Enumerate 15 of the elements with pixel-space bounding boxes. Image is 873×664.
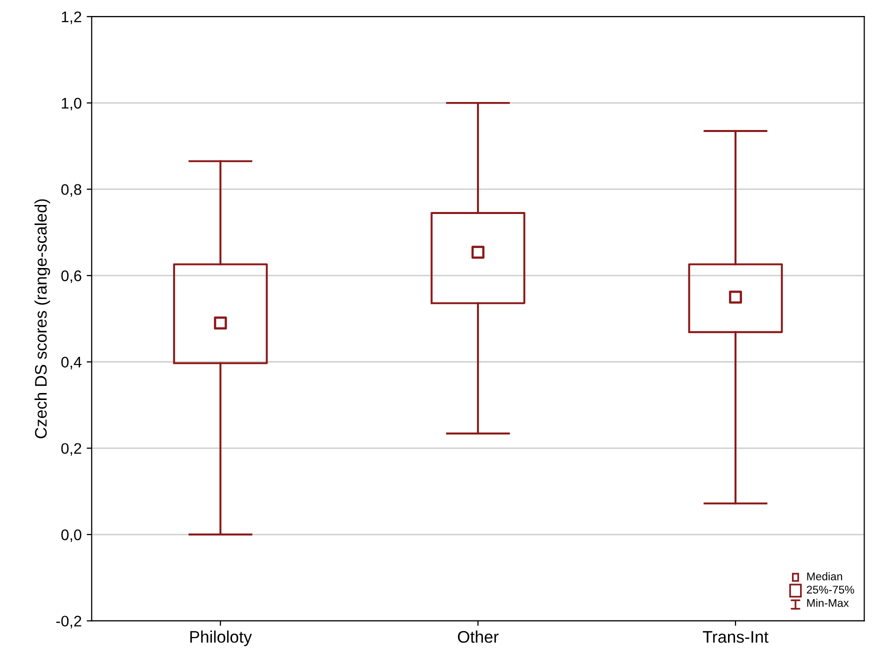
annotation: Median [807, 572, 842, 580]
y-tick-label: 0,0 [61, 529, 82, 542]
y-tick-label: 0,8 [61, 184, 82, 197]
y-tick-label: 1,0 [62, 98, 82, 110]
y-axis-title: Czech DS scores (range-scaled) [34, 199, 50, 438]
annotation: 25%-75% [806, 586, 854, 594]
y-tick-label: 0,6 [61, 270, 82, 284]
y-tick-label: 1,2 [62, 11, 82, 24]
y-tick-label: 0,4 [61, 356, 82, 370]
y-tick-label: -0,2 [56, 616, 82, 628]
y-tick-label: 0,2 [61, 443, 82, 456]
x-tick-label: Trans-Int [702, 631, 768, 643]
x-tick-label: Philoloty [190, 630, 252, 646]
x-tick-label: Other [458, 630, 499, 643]
annotation: Min-Max [807, 598, 849, 607]
